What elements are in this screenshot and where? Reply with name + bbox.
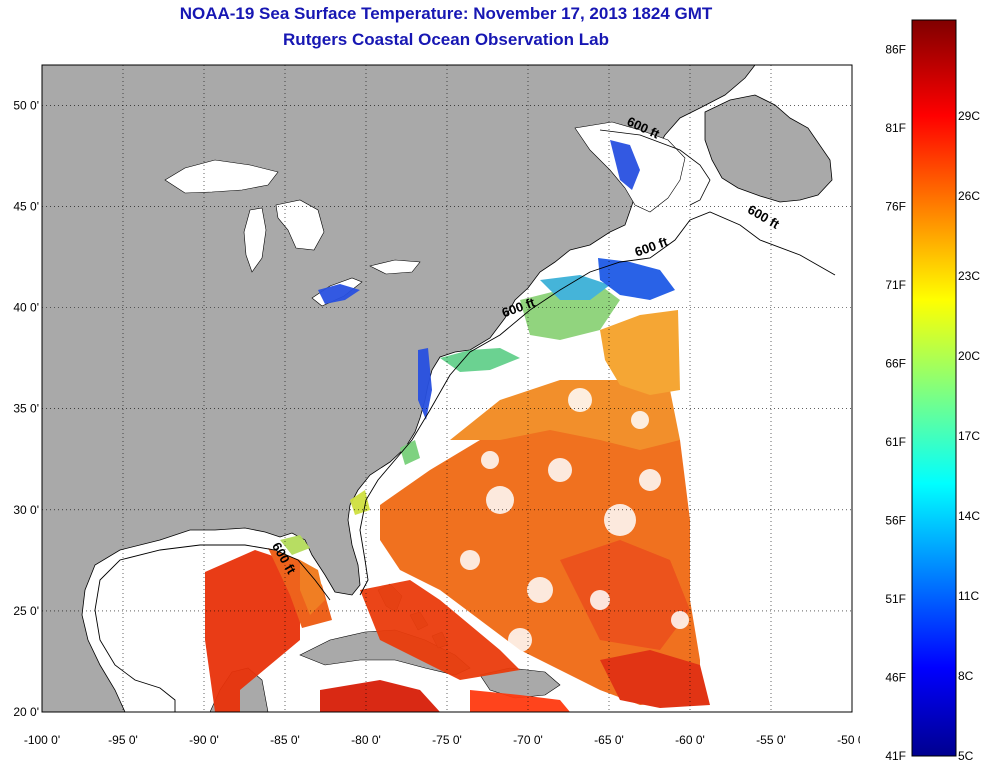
- depth-contour-600ft: [359, 211, 836, 596]
- colorbar-c-label-5: 20C: [958, 349, 980, 363]
- lon-tick-label-2: -90 0': [189, 733, 219, 747]
- lat-tick-label-6: 50 0': [13, 98, 39, 112]
- map-frame: [41, 64, 853, 713]
- lon-tick-label-5: -75 0': [432, 733, 462, 747]
- lon-tick-label-1: -95 0': [108, 733, 138, 747]
- lat-tick-label-4: 40 0': [13, 301, 39, 315]
- lon-tick-label-7: -65 0': [594, 733, 624, 747]
- colorbar-c-label-6: 23C: [958, 269, 980, 283]
- colorbar-c-label-7: 26C: [958, 189, 980, 203]
- colorbar-f-label-3: 56F: [885, 514, 906, 528]
- lat-tick-label-5: 45 0': [13, 200, 39, 214]
- colorbar-f-label-1: 46F: [885, 671, 906, 685]
- lon-tick-label-4: -80 0': [351, 733, 381, 747]
- lake-huron: [275, 199, 325, 251]
- colorbar-f-label-6: 71F: [885, 278, 906, 292]
- colorbar-fahrenheit-labels: 41F 46F 51F 56F 61F 66F 71F 76F 81F 86F: [885, 43, 906, 764]
- lat-tick-label-2: 30 0': [13, 503, 39, 517]
- nova-scotia-contour: [599, 129, 711, 206]
- colorbar-c-label-1: 8C: [958, 669, 974, 683]
- lon-tick-label-10: -50 0': [837, 733, 860, 747]
- lon-tick-label-3: -85 0': [270, 733, 300, 747]
- latitude-tick-labels: 20 0' 25 0' 30 0' 35 0' 40 0' 45 0' 50 0': [13, 98, 39, 719]
- gulf-contour-600ft: [94, 544, 331, 712]
- colorbar-gradient: [911, 19, 957, 757]
- north-america-land: [42, 65, 756, 712]
- lat-tick-label-3: 35 0': [13, 402, 39, 416]
- lake-superior: [164, 159, 279, 194]
- lat-tick-label-0: 20 0': [13, 705, 39, 719]
- colorbar-f-label-2: 51F: [885, 592, 906, 606]
- colorbar-celsius-labels: 5C 8C 11C 14C 17C 20C 23C 26C 29C: [958, 109, 980, 763]
- lake-ontario: [369, 259, 421, 275]
- newfoundland-land: [704, 94, 833, 203]
- graticule: [42, 65, 852, 712]
- cloud-mask: [460, 388, 689, 652]
- colorbar-c-label-3: 14C: [958, 509, 980, 523]
- colorbar-c-label-0: 5C: [958, 749, 974, 763]
- lon-tick-label-9: -55 0': [756, 733, 786, 747]
- colorbar-f-label-9: 86F: [885, 43, 906, 57]
- colorbar-c-label-2: 11C: [958, 589, 979, 603]
- lon-tick-label-0: -100 0': [24, 733, 60, 747]
- colorbar-c-label-8: 29C: [958, 109, 980, 123]
- sst-data-layer: [205, 140, 710, 712]
- map-title: NOAA-19 Sea Surface Temperature: Novembe…: [179, 4, 713, 23]
- longitude-tick-labels: -100 0' -95 0' -90 0' -85 0' -80 0' -75 0' -70…: [24, 733, 860, 747]
- map-subtitle: Rutgers Coastal Ocean Observation Lab: [283, 30, 609, 49]
- colorbar-f-label-7: 76F: [885, 200, 906, 214]
- colorbar-f-label-5: 66F: [885, 357, 906, 371]
- colorbar-f-label-4: 61F: [885, 435, 906, 449]
- colorbar-c-label-4: 17C: [958, 429, 980, 443]
- colorbar-f-label-0: 41F: [885, 749, 906, 763]
- lake-michigan: [243, 207, 267, 273]
- lon-tick-label-8: -60 0': [675, 733, 705, 747]
- colorbar-f-label-8: 81F: [885, 121, 906, 135]
- lon-tick-label-6: -70 0': [513, 733, 543, 747]
- lat-tick-label-1: 25 0': [13, 604, 39, 618]
